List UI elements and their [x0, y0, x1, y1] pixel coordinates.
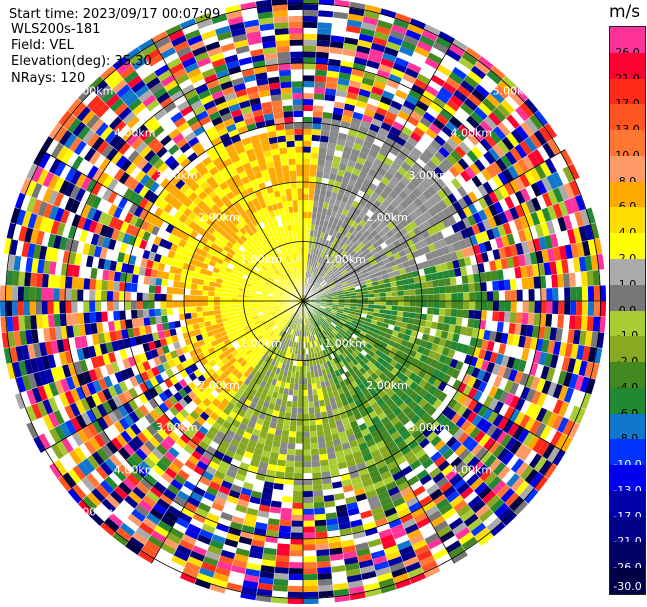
- ray-separators: [0, 0, 606, 604]
- colorbar-swatch: [610, 258, 645, 286]
- range-ring-label: 2.00km: [198, 211, 240, 224]
- instrument-label: WLS200s-181: [11, 22, 101, 37]
- field-label: Field: VEL: [11, 38, 74, 53]
- colorbar-swatch: [610, 233, 645, 260]
- colorbar-swatch: [610, 130, 645, 157]
- colorbar: 26.021.017.013.010.08.06.04.02.01.00.0-1…: [609, 26, 646, 595]
- range-ring-label: 5.00km: [72, 505, 114, 518]
- azimuth-lines: [0, 0, 606, 604]
- colorbar-swatch: [610, 52, 645, 80]
- colorbar-swatch: [610, 336, 645, 364]
- range-ring-label: 4.00km: [114, 127, 156, 140]
- elevation-label: Elevation(deg): 35.30: [11, 54, 152, 69]
- azimuth-line: [302, 300, 455, 564]
- colorbar-swatch: [610, 542, 645, 570]
- colorbar-swatch: [610, 439, 645, 467]
- colorbar-swatch: [610, 516, 645, 544]
- range-ring-label: 3.00km: [408, 169, 450, 182]
- colorbar-swatch: [610, 387, 645, 415]
- start-time-label: Start time: 2023/09/17 00:07:09: [9, 7, 221, 22]
- colorbar-swatch: [610, 490, 645, 518]
- colorbar-swatch: [610, 78, 645, 106]
- colorbar-tick-label: -30.0: [613, 580, 642, 593]
- azimuth-line: [151, 300, 304, 564]
- radar-gates: [0, 0, 606, 604]
- range-ring-label: 1.00km: [324, 337, 366, 350]
- azimuth-line: [302, 149, 566, 302]
- azimuth-line: [40, 149, 304, 302]
- range-ring-label: 3.00km: [156, 421, 198, 434]
- range-ring-label: 1.00km: [240, 337, 282, 350]
- colorbar-swatch: [610, 413, 645, 441]
- range-ring-label: 4.00km: [451, 127, 493, 140]
- colorbar-swatch: [610, 310, 645, 338]
- azimuth-line: [40, 300, 304, 453]
- colorbar-swatch: [610, 568, 645, 594]
- colorbar-swatch: [610, 465, 645, 492]
- azimuth-line: [302, 300, 566, 453]
- range-ring-label: 1.00km: [240, 253, 282, 266]
- range-ring-label: 3.00km: [408, 421, 450, 434]
- colorbar-swatch: [610, 362, 645, 389]
- azimuth-line: [302, 38, 455, 302]
- azimuth-line: [151, 38, 304, 302]
- colorbar-swatch: [610, 207, 645, 235]
- colorbar-swatch: [610, 181, 645, 209]
- range-ring-label: 5.00km: [72, 85, 114, 98]
- range-ring-label: 2.00km: [366, 379, 408, 392]
- range-ring-label: 2.00km: [366, 211, 408, 224]
- range-ring-label: 2.00km: [198, 379, 240, 392]
- nrays-label: NRays: 120: [11, 71, 86, 86]
- colorbar-swatch: [610, 27, 645, 54]
- range-ring-label: 5.00km: [493, 85, 535, 98]
- range-ring-label: 1.00km: [324, 253, 366, 266]
- colorbar-swatch: [610, 155, 645, 183]
- range-ring-label: 4.00km: [451, 463, 493, 476]
- range-ring-label: 3.00km: [156, 169, 198, 182]
- range-labels: 1.00km 1.00km 1.00km 1.00km 2.00km 2.00km 2.00…: [72, 85, 534, 519]
- colorbar-swatch: [610, 284, 645, 312]
- range-ring-label: 4.00km: [114, 463, 156, 476]
- colorbar-swatch: [610, 104, 645, 132]
- colorbar-unit: m/s: [609, 2, 641, 22]
